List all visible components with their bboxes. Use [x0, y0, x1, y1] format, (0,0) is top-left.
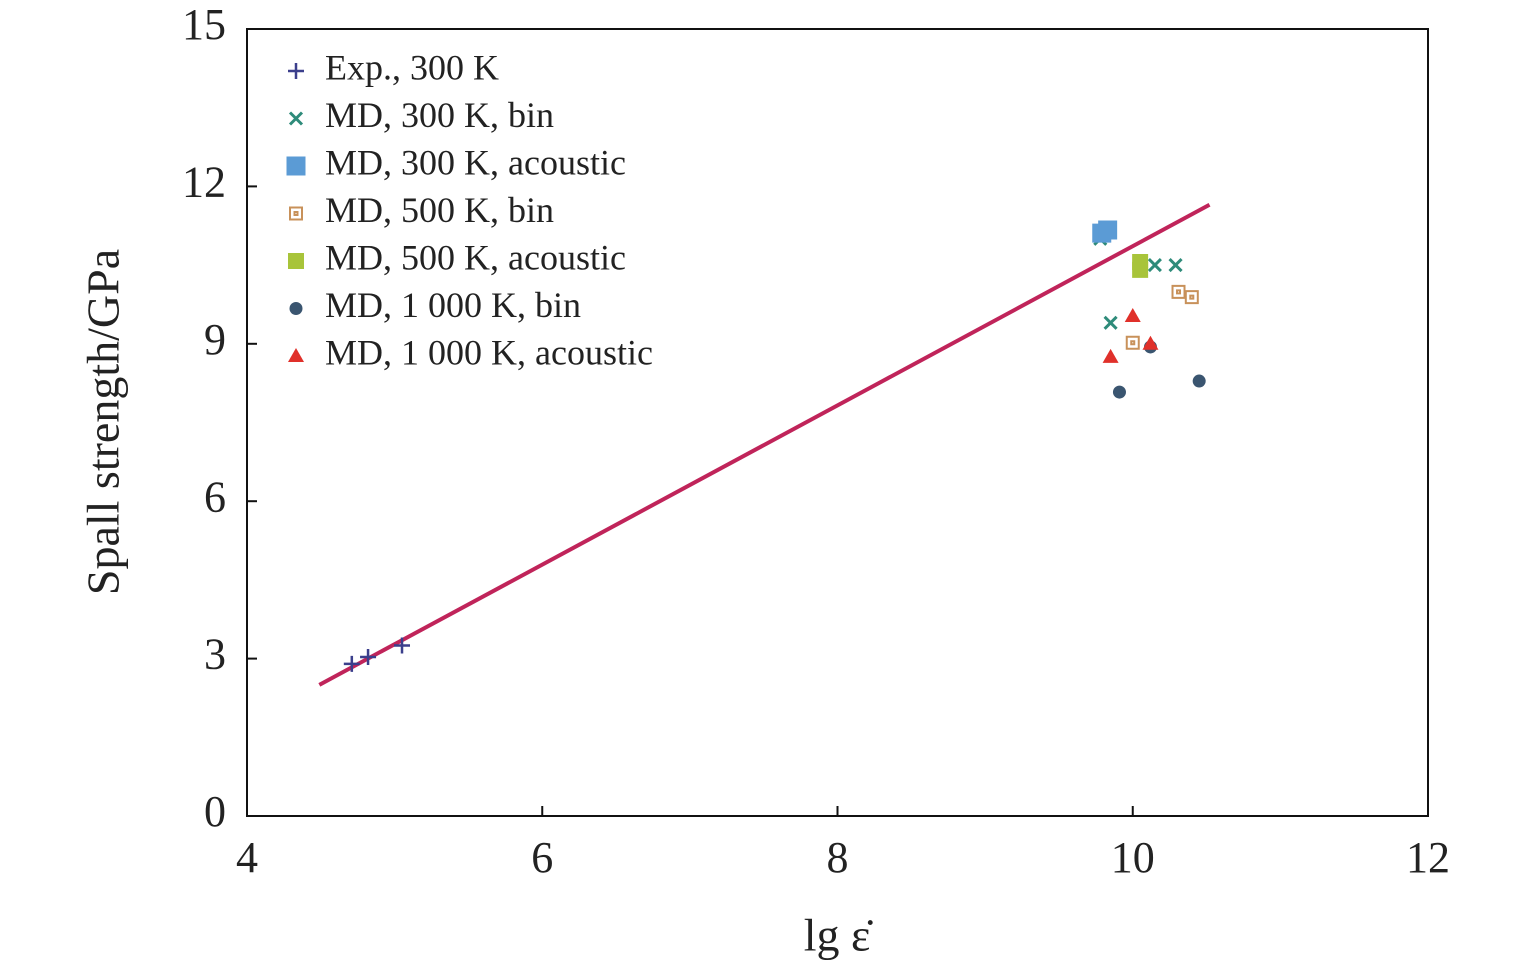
data-point: [360, 649, 377, 666]
legend-label: MD, 1 000 K, bin: [325, 285, 581, 325]
data-point: [1102, 348, 1119, 363]
x-axis-label: lg ε̇: [804, 910, 874, 961]
legend-marker: [288, 111, 304, 126]
data-point: [1098, 220, 1118, 240]
legend-label: MD, 500 K, acoustic: [325, 237, 626, 277]
legend-marker: [288, 348, 304, 362]
y-tick-label: 3: [204, 630, 226, 679]
legend-marker: [289, 302, 303, 315]
data-point: [1132, 261, 1149, 278]
data-point: [1142, 335, 1159, 350]
y-tick-label: 0: [204, 787, 226, 836]
y-tick-label: 6: [204, 472, 226, 521]
y-tick-label: 12: [182, 157, 226, 206]
legend-marker: [286, 156, 306, 176]
y-axis-label: Spall strength/GPa: [78, 249, 129, 595]
data-point: [1192, 374, 1206, 388]
x-tick-label: 10: [1111, 833, 1155, 882]
y-tick-label: 15: [182, 0, 226, 49]
data-point: [343, 655, 360, 672]
y-tick-label: 9: [204, 315, 226, 364]
legend-marker: [289, 206, 303, 221]
legend-label: MD, 1 000 K, acoustic: [325, 332, 653, 372]
x-tick-label: 8: [827, 833, 849, 882]
fit-line: [318, 203, 1211, 687]
x-tick-label: 6: [531, 833, 553, 882]
x-tick-label: 12: [1406, 833, 1450, 882]
data-point: [1147, 258, 1162, 273]
legend-label: Exp., 300 K: [325, 47, 499, 87]
legend-label: MD, 300 K, acoustic: [325, 142, 626, 182]
data-point: [1103, 315, 1118, 330]
legend-marker: [288, 63, 304, 79]
data-point: [1112, 385, 1126, 399]
data-point: [1125, 335, 1140, 350]
legend-label: MD, 500 K, bin: [325, 190, 554, 230]
data-point: [1171, 284, 1186, 299]
data-point: [1124, 307, 1141, 322]
data-point: [1184, 290, 1199, 305]
data-point: [1168, 258, 1183, 273]
legend-marker: [288, 253, 304, 269]
data-point: [394, 637, 411, 654]
legend-label: MD, 300 K, bin: [325, 95, 554, 135]
x-tick-label: 4: [236, 833, 258, 882]
